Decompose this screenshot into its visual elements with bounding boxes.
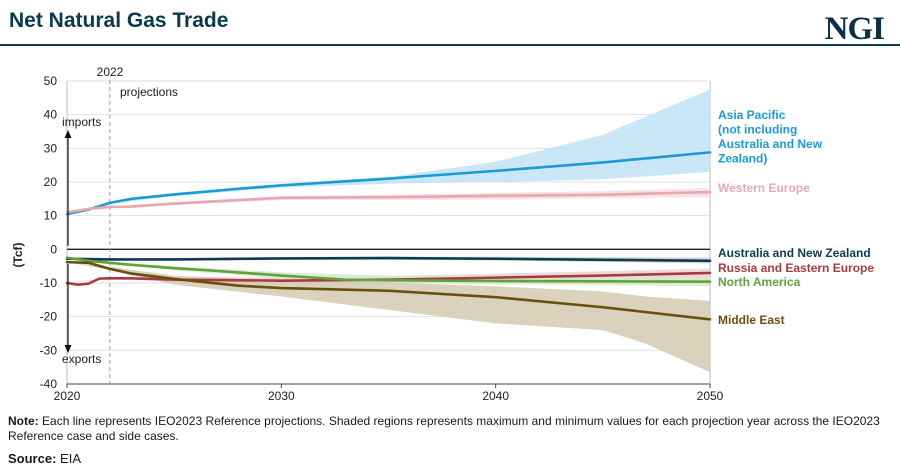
y-tick-label: 10	[44, 209, 58, 223]
note-label: Note:	[8, 414, 39, 428]
exports-arrow-head	[64, 345, 72, 353]
imports-arrow-head	[64, 130, 72, 138]
page-title: Net Natural Gas Trade	[9, 9, 229, 32]
russia-and-eastern-europe-series-label: Russia and Eastern Europe	[718, 261, 874, 275]
australia-and-new-zealand-series-label-line: Australia and New Zealand	[718, 246, 871, 260]
grid-layer	[66, 80, 711, 385]
western-europe-range-band	[67, 188, 710, 213]
y-tick-label: -30	[40, 343, 58, 357]
year-marker-label: 2022	[97, 65, 124, 79]
exports-label: exports	[62, 352, 101, 366]
source-label: Source:	[8, 451, 57, 466]
asia-pacific-series-label-line: Zealand)	[718, 152, 767, 166]
imports-label: imports	[62, 115, 101, 129]
y-tick-label: -40	[40, 377, 58, 391]
middle-east-line	[65, 260, 712, 321]
band-layer	[67, 89, 710, 373]
ngi-logo: NGI	[824, 11, 885, 47]
asia-pacific-series-label: Asia Pacific (not including Australia and …	[718, 108, 823, 166]
projections-label: projections	[120, 85, 178, 99]
source-text: EIA	[60, 451, 81, 466]
middle-east-series-label: Middle East	[718, 313, 785, 327]
x-tick-label: 2050	[697, 389, 724, 403]
western-europe-series-label: Western Europe	[718, 181, 810, 195]
north-america-series-label: North America	[718, 275, 801, 289]
y-tick-label: 0	[50, 242, 57, 256]
north-america-line	[65, 256, 712, 283]
x-tick-label: 2030	[268, 389, 295, 403]
asia-pacific-line	[65, 151, 712, 216]
y-tick-label: -20	[40, 310, 58, 324]
russia-and-eastern-europe-line	[65, 271, 712, 286]
y-axis-label: (Tcf)	[11, 242, 25, 267]
western-europe-series-label-line: Western Europe	[718, 181, 810, 195]
middle-east-series-label-line: Middle East	[718, 313, 785, 327]
x-tick-label: 2020	[54, 389, 81, 403]
x-tick-label: 2040	[482, 389, 509, 403]
asia-pacific-series-label-line: Australia and New	[718, 137, 823, 151]
y-tick-label: 50	[44, 74, 58, 88]
chart-note: Note: Each line represents IEO2023 Refer…	[8, 414, 888, 444]
line-layer	[65, 151, 712, 321]
asia-pacific-series-label-line: (not including	[718, 123, 797, 137]
asia-pacific-range-band	[67, 89, 710, 214]
y-tick-label: 40	[44, 108, 58, 122]
russia-and-eastern-europe-series-label-line: Russia and Eastern Europe	[718, 261, 874, 275]
middle-east-range-band	[67, 262, 710, 373]
y-tick-label: 20	[44, 175, 58, 189]
asia-pacific-series-label-line: Asia Pacific	[718, 108, 786, 122]
north-america-series-label-line: North America	[718, 275, 801, 289]
australia-and-new-zealand-line	[65, 256, 712, 263]
y-tick-label: -10	[40, 276, 58, 290]
title-divider	[0, 44, 900, 46]
chart-source: Source: EIA	[8, 451, 81, 466]
western-europe-line	[65, 190, 712, 214]
note-text: Each line represents IEO2023 Reference p…	[8, 414, 880, 443]
north-america-range-band	[67, 257, 710, 287]
australia-and-new-zealand-series-label: Australia and New Zealand	[718, 246, 871, 260]
y-tick-label: 30	[44, 141, 58, 155]
annotation-layer: (Tcf) 2022 projections imports exports	[11, 65, 178, 366]
zero-layer	[67, 80, 710, 384]
label-layer: Asia Pacific (not including Australia and …	[718, 108, 874, 327]
